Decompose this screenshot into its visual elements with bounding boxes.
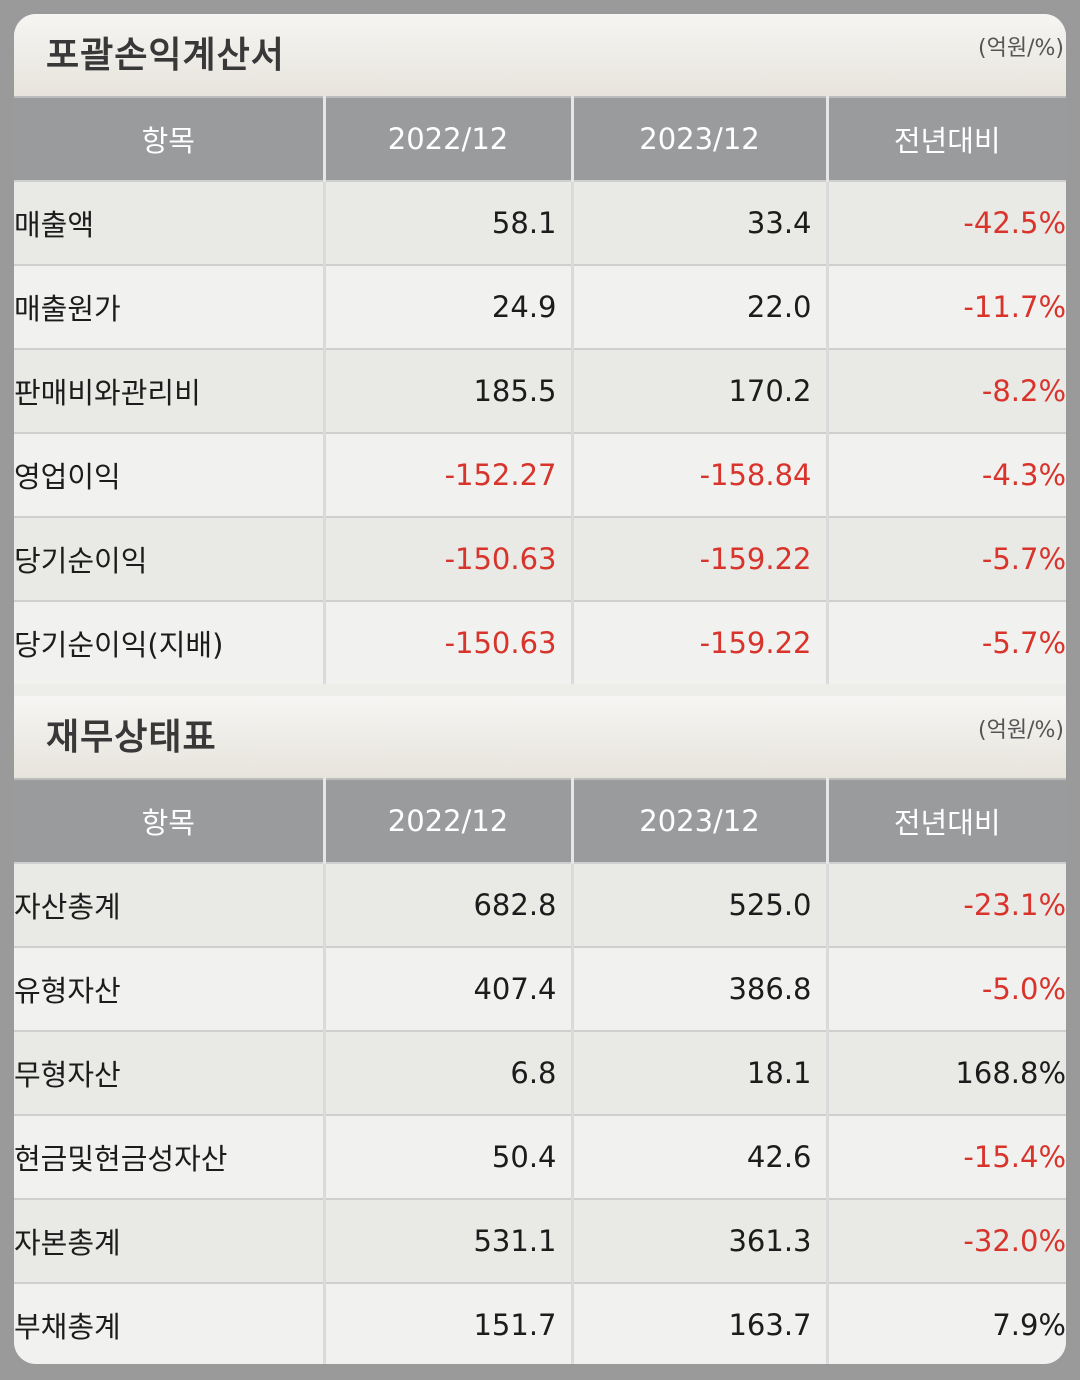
row-label: 당기순이익(지배) — [14, 600, 326, 684]
value-2022: 58.1 — [324, 180, 574, 265]
row-label: 부채총계 — [14, 1282, 326, 1364]
table-row: 영업이익 -152.27 -158.84 -4.3% — [14, 432, 1066, 517]
value-2022: 682.8 — [324, 862, 574, 947]
table-row: 현금및현금성자산 50.4 42.6 -15.4% — [14, 1114, 1066, 1199]
value-2022: -150.63 — [324, 516, 574, 601]
column-header-item: 항목 — [14, 96, 326, 181]
row-label: 현금및현금성자산 — [14, 1114, 326, 1199]
value-2022: 50.4 — [324, 1114, 574, 1199]
row-label: 매출원가 — [14, 264, 326, 349]
table-row: 매출액 58.1 33.4 -42.5% — [14, 180, 1066, 265]
value-2022: 24.9 — [324, 264, 574, 349]
balance-sheet-title: 재무상태표 — [46, 717, 217, 758]
value-2022: 151.7 — [324, 1282, 574, 1364]
table-row: 유형자산 407.4 386.8 -5.0% — [14, 946, 1066, 1031]
column-header-yoy: 전년대비 — [827, 96, 1066, 181]
value-yoy: -32.0% — [827, 1198, 1066, 1283]
income-statement-header: 포괄손익계산서 (억원/%) — [14, 14, 1066, 96]
value-2022: -150.63 — [324, 600, 574, 684]
value-yoy: 168.8% — [827, 1030, 1066, 1115]
value-2023: 42.6 — [572, 1114, 829, 1199]
value-yoy: 7.9% — [827, 1282, 1066, 1364]
value-2023: -159.22 — [572, 600, 829, 684]
column-header-2023: 2023/12 — [572, 778, 829, 863]
value-2023: -158.84 — [572, 432, 829, 517]
table-row: 자산총계 682.8 525.0 -23.1% — [14, 862, 1066, 947]
value-2023: 525.0 — [572, 862, 829, 947]
value-2023: 386.8 — [572, 946, 829, 1031]
balance-sheet-section: 재무상태표 (억원/%) 항목 2022/12 2023/12 전년대비 자산총… — [14, 696, 1066, 1364]
value-2022: 407.4 — [324, 946, 574, 1031]
value-yoy: -42.5% — [827, 180, 1066, 265]
value-2023: 170.2 — [572, 348, 829, 433]
income-statement-title: 포괄손익계산서 — [46, 35, 285, 76]
row-label: 당기순이익 — [14, 516, 326, 601]
row-label: 자본총계 — [14, 1198, 326, 1283]
row-label: 자산총계 — [14, 862, 326, 947]
value-2023: 361.3 — [572, 1198, 829, 1283]
row-label: 무형자산 — [14, 1030, 326, 1115]
table-row: 자본총계 531.1 361.3 -32.0% — [14, 1198, 1066, 1283]
table-header-row: 항목 2022/12 2023/12 전년대비 — [14, 96, 1066, 181]
income-statement-table: 항목 2022/12 2023/12 전년대비 매출액 58.1 33.4 -4… — [14, 96, 1066, 684]
value-yoy: -15.4% — [827, 1114, 1066, 1199]
value-2023: 18.1 — [572, 1030, 829, 1115]
table-header-row: 항목 2022/12 2023/12 전년대비 — [14, 778, 1066, 863]
financial-summary-card: 포괄손익계산서 (억원/%) 항목 2022/12 2023/12 전년대비 매… — [14, 14, 1066, 1364]
balance-sheet-header: 재무상태표 (억원/%) — [14, 696, 1066, 778]
column-header-2023: 2023/12 — [572, 96, 829, 181]
value-2023: 33.4 — [572, 180, 829, 265]
balance-sheet-table: 항목 2022/12 2023/12 전년대비 자산총계 682.8 525.0… — [14, 778, 1066, 1364]
table-row: 부채총계 151.7 163.7 7.9% — [14, 1282, 1066, 1364]
value-yoy: -5.0% — [827, 946, 1066, 1031]
row-label: 판매비와관리비 — [14, 348, 326, 433]
value-2022: 185.5 — [324, 348, 574, 433]
column-header-yoy: 전년대비 — [827, 778, 1066, 863]
value-2023: 22.0 — [572, 264, 829, 349]
column-header-2022: 2022/12 — [324, 778, 574, 863]
row-label: 유형자산 — [14, 946, 326, 1031]
table-row: 무형자산 6.8 18.1 168.8% — [14, 1030, 1066, 1115]
balance-sheet-unit: (억원/%) — [978, 718, 1064, 743]
value-2022: 531.1 — [324, 1198, 574, 1283]
value-yoy: -11.7% — [827, 264, 1066, 349]
column-header-item: 항목 — [14, 778, 326, 863]
income-statement-section: 포괄손익계산서 (억원/%) 항목 2022/12 2023/12 전년대비 매… — [14, 14, 1066, 684]
value-2023: 163.7 — [572, 1282, 829, 1364]
table-row: 매출원가 24.9 22.0 -11.7% — [14, 264, 1066, 349]
table-row: 당기순이익(지배) -150.63 -159.22 -5.7% — [14, 600, 1066, 684]
value-yoy: -23.1% — [827, 862, 1066, 947]
table-row: 판매비와관리비 185.5 170.2 -8.2% — [14, 348, 1066, 433]
value-2022: -152.27 — [324, 432, 574, 517]
value-2022: 6.8 — [324, 1030, 574, 1115]
value-yoy: -5.7% — [827, 600, 1066, 684]
row-label: 매출액 — [14, 180, 326, 265]
income-statement-unit: (억원/%) — [978, 36, 1064, 61]
value-yoy: -8.2% — [827, 348, 1066, 433]
value-2023: -159.22 — [572, 516, 829, 601]
value-yoy: -5.7% — [827, 516, 1066, 601]
value-yoy: -4.3% — [827, 432, 1066, 517]
table-row: 당기순이익 -150.63 -159.22 -5.7% — [14, 516, 1066, 601]
column-header-2022: 2022/12 — [324, 96, 574, 181]
row-label: 영업이익 — [14, 432, 326, 517]
